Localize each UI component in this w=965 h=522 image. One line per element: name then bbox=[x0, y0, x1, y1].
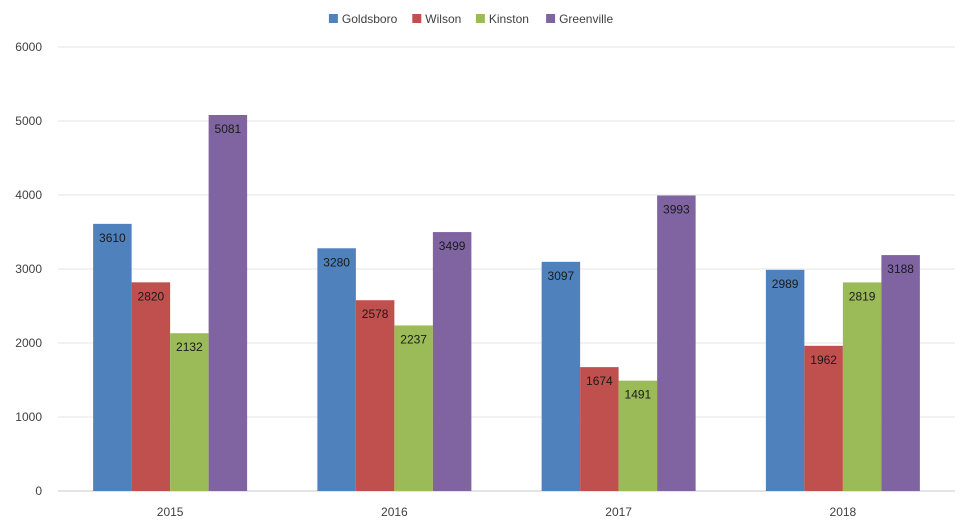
bar-goldsboro-2015 bbox=[93, 223, 132, 492]
y-tick-label: 4000 bbox=[15, 188, 42, 202]
data-label: 2989 bbox=[772, 277, 799, 291]
y-tick-label: 0 bbox=[35, 484, 42, 498]
legend-item-kinston: Kinston bbox=[475, 12, 529, 26]
bar-goldsboro-2018 bbox=[765, 269, 805, 491]
y-tick-label: 5000 bbox=[15, 114, 42, 128]
legend-label: Wilson bbox=[425, 12, 461, 26]
bar-goldsboro-2017 bbox=[541, 261, 581, 491]
legend-item-goldsboro: Goldsboro bbox=[328, 12, 398, 26]
bar-greenville-2017 bbox=[657, 195, 696, 491]
data-label: 2237 bbox=[400, 332, 427, 346]
y-tick-label: 2000 bbox=[15, 336, 42, 350]
legend-item-greenville: Greenville bbox=[546, 12, 613, 26]
bar-wilson-2018 bbox=[804, 345, 843, 491]
x-tick-label: 2016 bbox=[381, 505, 408, 519]
legend-swatch bbox=[546, 14, 556, 23]
y-tick-label: 1000 bbox=[15, 410, 42, 424]
data-label: 3097 bbox=[548, 269, 575, 283]
chart-legend: Goldsboro Wilson Kinston Greenville bbox=[328, 12, 613, 26]
data-label: 1491 bbox=[625, 388, 652, 402]
data-label: 3610 bbox=[99, 231, 126, 245]
bar-wilson-2017 bbox=[580, 367, 619, 491]
bar-greenville-2018 bbox=[881, 255, 920, 491]
bar-wilson-2016 bbox=[355, 300, 395, 491]
bar-greenville-2016 bbox=[432, 232, 472, 491]
bar-greenville-2015 bbox=[208, 115, 248, 492]
legend-label: Greenville bbox=[559, 12, 613, 26]
data-label: 3280 bbox=[323, 255, 350, 269]
bar-goldsboro-2016 bbox=[317, 248, 356, 491]
bar-kinston-2015 bbox=[170, 333, 209, 491]
x-tick-label: 2018 bbox=[830, 505, 857, 519]
data-label: 2820 bbox=[138, 289, 165, 303]
x-tick-label: 2017 bbox=[605, 505, 632, 519]
data-label: 3993 bbox=[663, 203, 690, 217]
bar-wilson-2015 bbox=[131, 282, 171, 491]
x-tick-label: 2015 bbox=[157, 505, 184, 519]
legend-swatch bbox=[412, 14, 422, 23]
data-label: 2819 bbox=[849, 289, 876, 303]
data-labels: 3610 2820 2132 5081 3280 2578 2237 3499 3097 1674… bbox=[99, 122, 914, 402]
data-label: 3499 bbox=[439, 239, 466, 253]
legend-swatch bbox=[475, 14, 485, 23]
data-label: 1674 bbox=[586, 374, 613, 388]
x-axis: 2015 2016 2017 2018 bbox=[157, 505, 857, 519]
data-label: 2578 bbox=[362, 307, 389, 321]
bar-kinston-2017 bbox=[618, 380, 658, 491]
bar-kinston-2018 bbox=[842, 282, 882, 491]
y-axis: 0 1000 2000 3000 4000 5000 6000 bbox=[15, 40, 42, 498]
legend-swatch bbox=[328, 14, 338, 23]
legend-label: Kinston bbox=[489, 12, 529, 26]
y-tick-label: 6000 bbox=[15, 40, 42, 54]
bars bbox=[93, 115, 920, 492]
data-label: 1962 bbox=[810, 353, 837, 367]
bar-kinston-2016 bbox=[394, 325, 433, 491]
data-label: 3188 bbox=[887, 262, 914, 276]
data-label: 2132 bbox=[176, 340, 203, 354]
y-tick-label: 3000 bbox=[15, 262, 42, 276]
data-label: 5081 bbox=[215, 122, 242, 136]
legend-item-wilson: Wilson bbox=[412, 12, 461, 26]
legend-label: Goldsboro bbox=[342, 12, 398, 26]
